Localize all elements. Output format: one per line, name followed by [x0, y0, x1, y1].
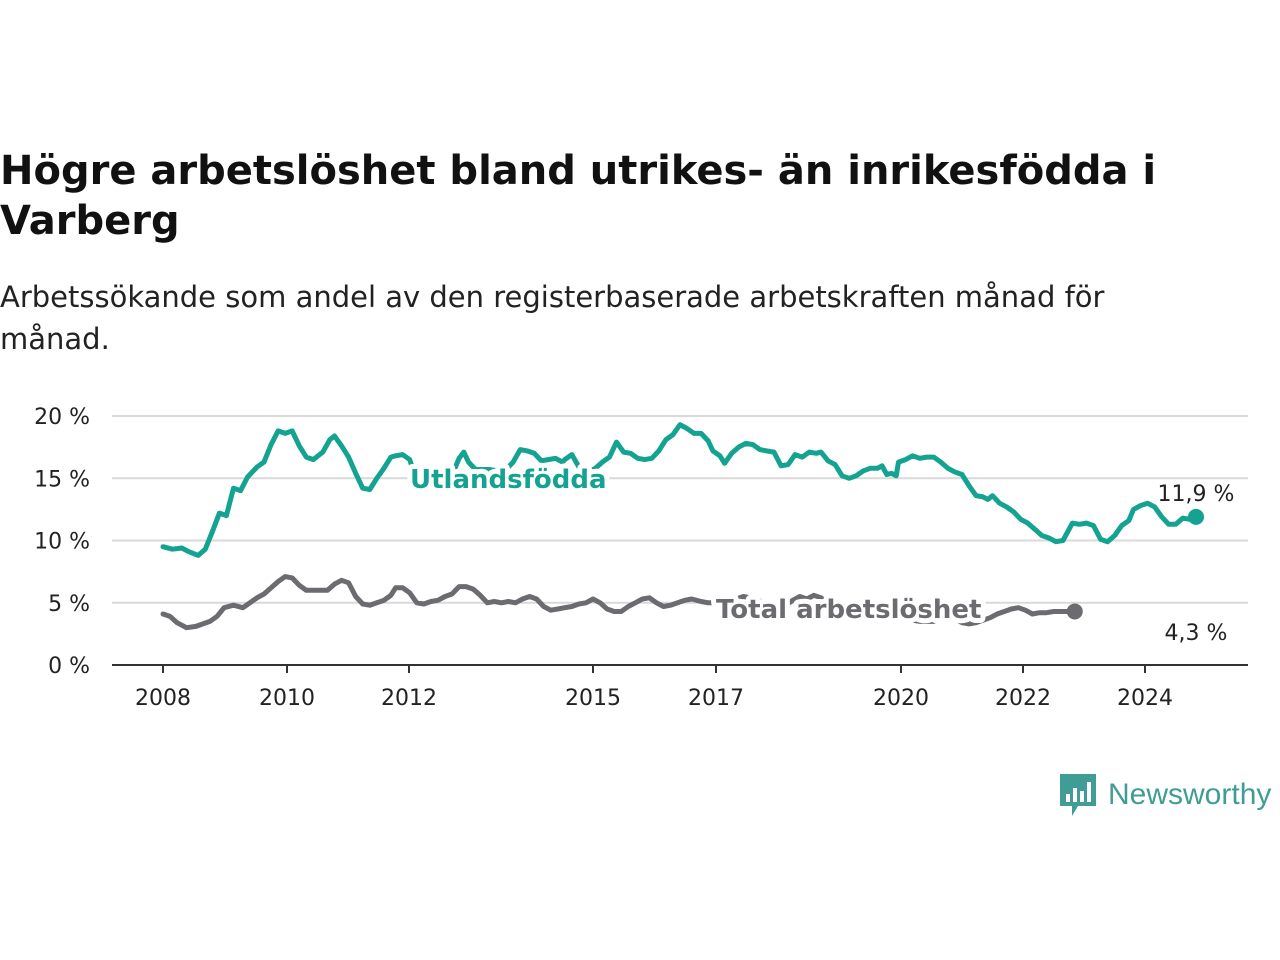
series-end-point — [1188, 508, 1204, 525]
x-tick-label: 2012 — [381, 686, 437, 711]
y-tick-label: 10 % — [34, 530, 90, 555]
series-line-total — [160, 574, 1078, 631]
chart-title: Högre arbetslöshet bland utrikes- än inr… — [0, 148, 1157, 244]
x-tick-label: 2020 — [873, 686, 929, 711]
y-axis: 0 % 5 % 10 % 15 % 20 % — [34, 405, 90, 679]
x-tick-label: 2017 — [688, 686, 744, 711]
x-tick-label: 2008 — [135, 686, 191, 711]
x-tick-label: 2015 — [565, 686, 621, 711]
end-value-halo: 4,3 % — [1165, 621, 1228, 646]
y-tick-label: 0 % — [48, 654, 90, 679]
series-label-halo: Utlandsfödda — [410, 465, 607, 495]
bar-chart-speech-bubble-icon — [1060, 774, 1096, 816]
chart-subtitle: Arbetssökande som andel av den registerb… — [0, 280, 1105, 356]
end-value-halo: 11,9 % — [1158, 482, 1235, 507]
series-label-total: Total arbetslöshet — [716, 595, 981, 625]
x-tick-label: 2010 — [259, 686, 315, 711]
series-line-utlandsfodda — [160, 422, 1199, 558]
logo-text: Newsworthy — [1108, 778, 1272, 811]
series-label-utlandsfodda: Utlandsfödda — [410, 465, 607, 495]
end-value-label-total: 4,3 % — [1165, 621, 1228, 646]
series-end-point — [1066, 603, 1083, 620]
series-label-halo: Total arbetslöshet — [716, 595, 981, 625]
line-chart: 0 %5 %10 %15 %20 % 2008 2010 2012 2015 2017 2… — [34, 405, 1248, 711]
y-tick-label: 5 % — [48, 592, 90, 617]
newsworthy-logo[interactable]: Newsworthy — [1058, 772, 1271, 818]
x-axis: 2008 2010 2012 2015 2017 2020 2022 2024 — [112, 664, 1248, 711]
grid — [112, 415, 1248, 604]
y-tick-label: 20 % — [34, 405, 90, 430]
x-tick-label: 2024 — [1117, 686, 1173, 711]
x-tick-label: 2022 — [995, 686, 1051, 711]
end-value-label-utlandsfodda: 11,9 % — [1158, 482, 1235, 507]
y-tick-label: 15 % — [34, 467, 90, 492]
series-group — [160, 422, 1204, 631]
